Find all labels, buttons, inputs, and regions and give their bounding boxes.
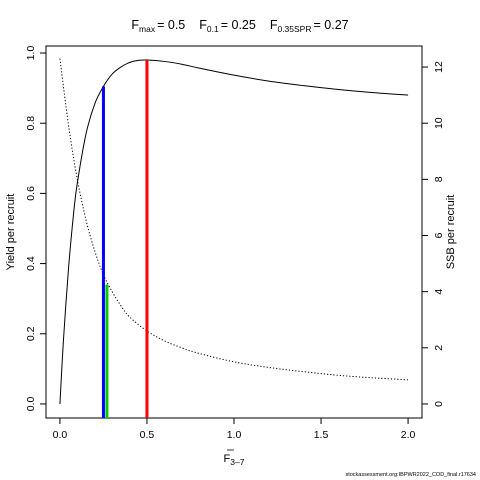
y-left-tick-label: 0.2: [25, 326, 37, 341]
y-left-tick-label: 0.4: [25, 256, 37, 271]
series-layer: [59, 58, 409, 404]
y-axis-right: 0 2 4 6 8 10 12: [422, 61, 445, 407]
y-right-tick-label: 12: [433, 61, 445, 73]
yield-per-recruit-curve: [59, 59, 409, 404]
chart-title: Fmax = 0.5 F0.1 = 0.25 F0.35SPR = 0.27: [131, 18, 348, 34]
ssb-per-recruit-curve: [59, 58, 409, 381]
y-axis-left-label: Yield per recruit: [5, 194, 17, 271]
y-right-tick-label: 0: [433, 401, 445, 407]
y-axis-right-label: SSB per recruit: [445, 195, 457, 270]
y-right-tick-label: 2: [433, 345, 445, 351]
footer-text: stockassessment.org:IBPWR2022_COD_final.…: [345, 472, 476, 478]
x-axis: 0.0 0.5 1.0 1.5 2.0: [53, 418, 416, 441]
y-left-tick-label: 0.6: [25, 186, 37, 201]
y-right-tick-label: 8: [433, 176, 445, 182]
x-tick-label: 1.0: [227, 429, 242, 441]
x-tick-label: 1.5: [314, 429, 329, 441]
x-tick-label: 0.0: [53, 429, 68, 441]
y-right-tick-label: 4: [433, 289, 445, 295]
x-tick-label: 2.0: [401, 429, 416, 441]
y-right-tick-label: 10: [433, 117, 445, 129]
y-left-tick-label: 1.0: [25, 46, 37, 61]
fmax-label: F: [131, 18, 139, 32]
y-axis-left: 0.0 0.2 0.4 0.6 0.8 1.0: [25, 46, 46, 412]
fspr-label: F: [270, 18, 278, 32]
x-tick-label: 0.5: [140, 429, 155, 441]
reference-lines: [101, 60, 149, 418]
y-right-tick-label: 6: [433, 232, 445, 238]
f01-label: F: [199, 18, 207, 32]
y-left-tick-label: 0.8: [25, 116, 37, 131]
x-axis-label: F3–7: [224, 453, 245, 467]
y-left-tick-label: 0.0: [25, 397, 37, 412]
